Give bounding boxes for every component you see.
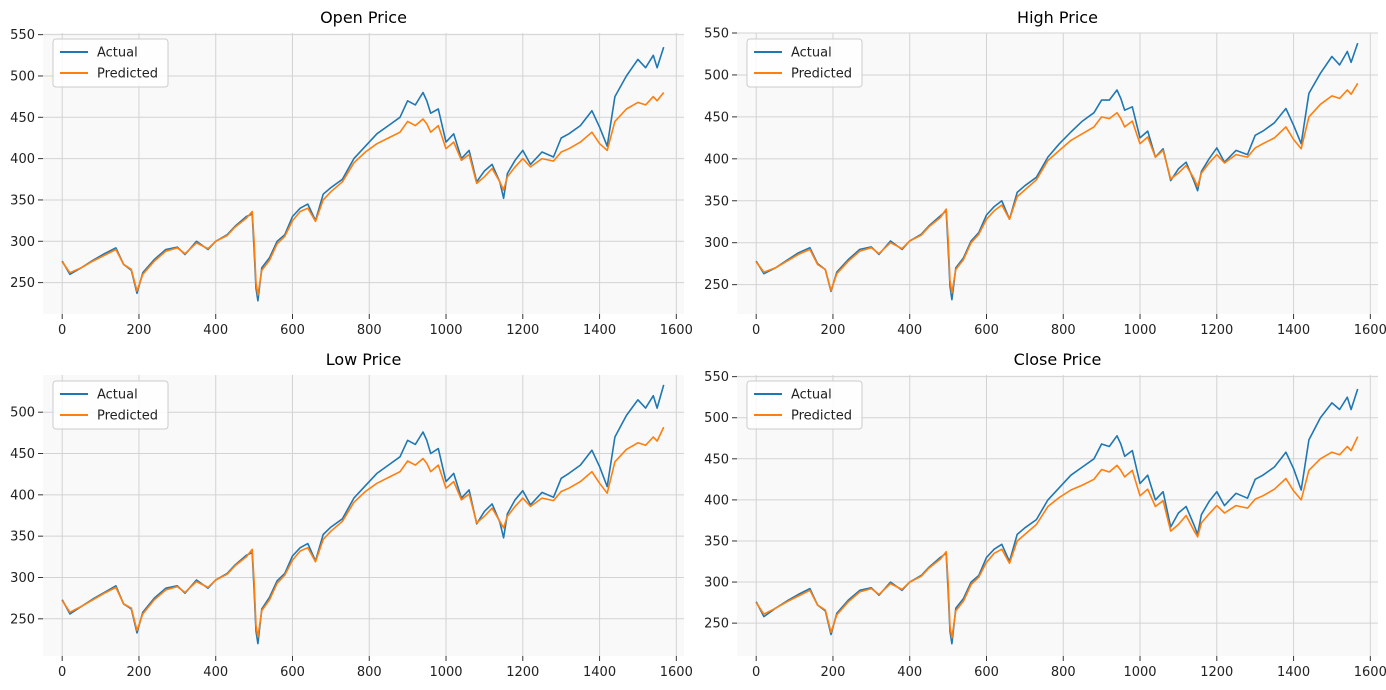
x-tick-label: 1400 [583, 665, 616, 680]
x-tick-label: 1000 [429, 323, 462, 338]
x-tick-label: 200 [821, 665, 846, 680]
x-tick-label: 0 [58, 323, 66, 338]
legend-label-predicted: Predicted [791, 67, 852, 82]
chart-panel-1: 0 200 400 600 800 1000 1200 1400 1600 250 300 350 40… [704, 8, 1386, 338]
y-tick-label: 550 [10, 28, 35, 43]
y-tick-label: 450 [704, 452, 729, 467]
x-tick-label: 400 [203, 323, 228, 338]
x-tick-label: 800 [1051, 665, 1076, 680]
x-tick-label: 0 [752, 665, 760, 680]
y-tick-label: 250 [704, 278, 729, 293]
y-tick-label: 500 [704, 68, 729, 83]
y-tick-label: 450 [10, 111, 35, 126]
legend-label-predicted: Predicted [97, 409, 158, 424]
y-tick-label: 250 [10, 276, 35, 291]
y-tick-label: 300 [10, 235, 35, 250]
legend-label-predicted: Predicted [791, 409, 852, 424]
chart-panel-2: 0 200 400 600 800 1000 1200 1400 1600 250 300 350 40… [10, 350, 693, 680]
y-tick-label: 300 [704, 576, 729, 591]
y-tick-label: 250 [704, 617, 729, 632]
y-tick-label: 350 [10, 530, 35, 545]
y-tick-label: 400 [10, 488, 35, 503]
x-tick-label: 800 [357, 665, 382, 680]
x-tick-label: 800 [1051, 323, 1076, 338]
x-tick-label: 400 [203, 665, 228, 680]
y-tick-label: 350 [10, 193, 35, 208]
x-tick-label: 1400 [1277, 323, 1310, 338]
legend-label-actual: Actual [97, 388, 138, 403]
series-line-predicted [61, 426, 665, 638]
legend-label-actual: Actual [97, 46, 138, 61]
x-tick-label: 1000 [1123, 665, 1156, 680]
x-tick-label: 1400 [583, 323, 616, 338]
y-tick-label: 500 [10, 406, 35, 421]
y-tick-label: 400 [704, 152, 729, 167]
y-tick-label: 450 [704, 110, 729, 125]
chart-title: Open Price [320, 8, 407, 27]
x-tick-label: 600 [974, 665, 999, 680]
x-tick-label: 200 [127, 665, 152, 680]
y-tick-label: 550 [704, 27, 729, 42]
series-line-predicted [755, 436, 1359, 639]
x-tick-label: 1000 [429, 665, 462, 680]
x-tick-label: 600 [280, 323, 305, 338]
y-tick-label: 400 [10, 152, 35, 167]
chart-title: Close Price [1014, 350, 1102, 369]
x-tick-label: 0 [58, 665, 66, 680]
x-tick-label: 600 [280, 665, 305, 680]
x-tick-label: 400 [897, 323, 922, 338]
x-tick-label: 1000 [1123, 323, 1156, 338]
x-tick-label: 1600 [660, 665, 693, 680]
y-tick-label: 500 [704, 411, 729, 426]
x-tick-label: 400 [897, 665, 922, 680]
x-tick-label: 800 [357, 323, 382, 338]
x-tick-label: 1600 [1354, 323, 1386, 338]
y-tick-label: 350 [704, 534, 729, 549]
series-line-predicted [61, 92, 665, 296]
series-line-predicted [755, 82, 1359, 294]
y-tick-label: 550 [704, 370, 729, 385]
x-tick-label: 0 [752, 323, 760, 338]
legend-label-predicted: Predicted [97, 67, 158, 82]
y-tick-label: 400 [704, 493, 729, 508]
x-tick-label: 1600 [1354, 665, 1386, 680]
legend-label-actual: Actual [791, 388, 832, 403]
legend-label-actual: Actual [791, 46, 832, 61]
x-tick-label: 1200 [1200, 665, 1233, 680]
chart-panel-0: 0 200 400 600 800 1000 1200 1400 1600 250 300 350 40… [10, 8, 693, 338]
x-tick-label: 1400 [1277, 665, 1310, 680]
y-tick-label: 300 [10, 571, 35, 586]
y-tick-label: 250 [10, 612, 35, 627]
x-tick-label: 200 [821, 323, 846, 338]
x-tick-label: 1200 [1200, 323, 1233, 338]
chart-panel-3: 0 200 400 600 800 1000 1200 1400 1600 250 300 350 40… [704, 350, 1386, 680]
y-tick-label: 450 [10, 447, 35, 462]
y-tick-label: 350 [704, 194, 729, 209]
x-tick-label: 600 [974, 323, 999, 338]
x-tick-label: 1200 [506, 323, 539, 338]
y-tick-label: 500 [10, 69, 35, 84]
chart-title: High Price [1017, 8, 1098, 27]
x-tick-label: 1600 [660, 323, 693, 338]
y-tick-label: 300 [704, 236, 729, 251]
x-tick-label: 1200 [506, 665, 539, 680]
x-tick-label: 200 [127, 323, 152, 338]
chart-title: Low Price [326, 350, 402, 369]
